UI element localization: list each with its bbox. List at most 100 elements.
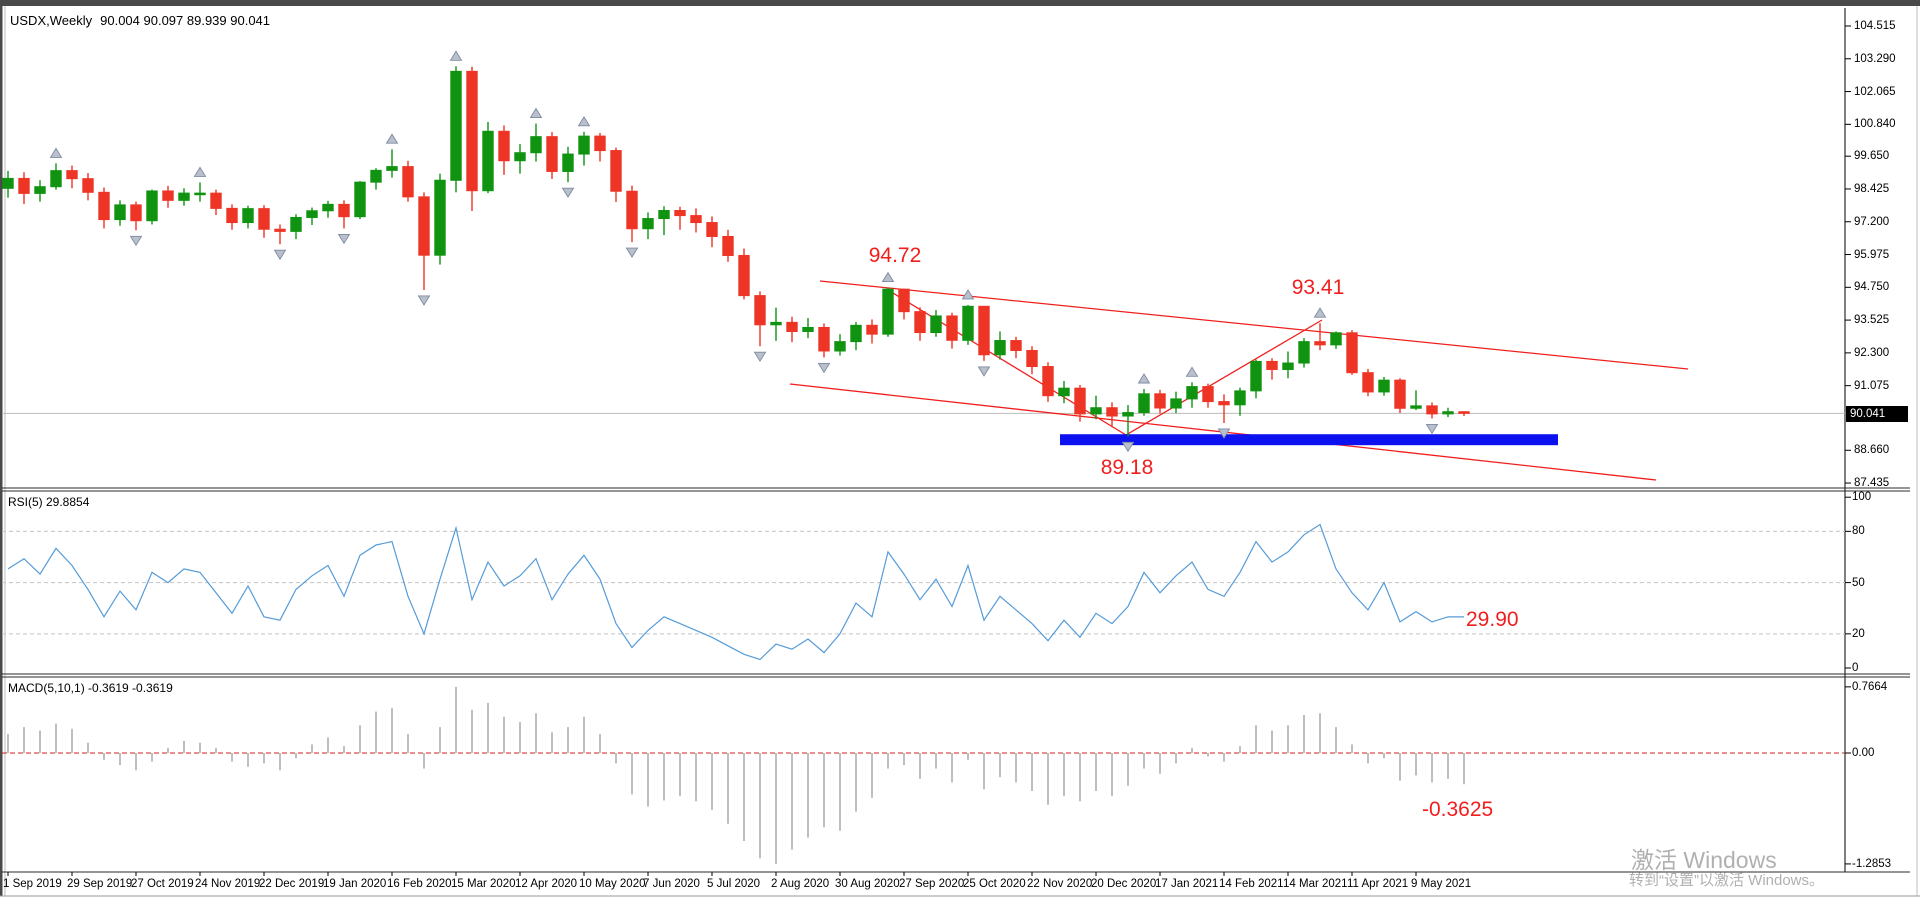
annotation-swing-low-89-18[interactable]: 89.18 — [1100, 456, 1154, 479]
candle-body — [690, 215, 702, 224]
candle-body — [1250, 360, 1262, 392]
candle-body — [1458, 411, 1470, 414]
candle-body — [994, 340, 1006, 356]
candle-body — [338, 203, 350, 218]
fractal-down-icon — [337, 233, 351, 245]
time-axis-label: 30 Aug 2020 — [835, 878, 900, 890]
time-axis-label: 15 Mar 2020 — [451, 878, 516, 890]
candle-body — [18, 177, 30, 194]
candle-body — [946, 315, 958, 341]
candle-body — [322, 203, 334, 212]
fractal-down-icon — [1217, 428, 1231, 439]
candle-body — [562, 153, 574, 172]
trend-line-zigzag-down[interactable] — [887, 289, 1127, 436]
fractal-up-icon — [385, 133, 399, 144]
annotation-swing-high-94-72[interactable]: 94.72 — [868, 244, 922, 267]
candle-body — [754, 295, 766, 326]
candle-body — [130, 204, 142, 222]
candle-body — [1394, 379, 1406, 409]
time-axis-label: 5 Jul 2020 — [707, 878, 761, 890]
candle-body — [162, 190, 174, 201]
candle-body — [306, 210, 318, 218]
fractal-up-icon — [449, 50, 463, 61]
candle-body — [818, 326, 830, 352]
price-axis-label: 95.975 — [1854, 248, 1890, 261]
rsi-scale-label: 100 — [1852, 491, 1872, 504]
candle-body — [834, 341, 846, 352]
macd-scale-label: 0.00 — [1852, 747, 1875, 759]
window-top-edge — [0, 0, 1920, 6]
time-axis-label: 12 Apr 2020 — [515, 878, 578, 890]
candle-body — [1298, 341, 1310, 364]
time-axis-label: 10 May 2020 — [579, 878, 646, 890]
ohlc-values: 90.004 90.097 89.939 90.041 — [100, 13, 271, 28]
candle-body — [290, 216, 302, 232]
candle-body — [706, 222, 718, 237]
rsi-line — [7, 523, 1465, 661]
price-axis-label: 99.650 — [1854, 150, 1890, 163]
candle-body — [370, 169, 382, 183]
fractal-down-icon — [273, 249, 287, 261]
candle-body — [1218, 401, 1230, 406]
fractal-down-icon — [753, 351, 767, 363]
price-axis-label: 104.515 — [1854, 20, 1896, 32]
candle-body — [1106, 407, 1118, 417]
candle-body — [594, 135, 606, 152]
candle-body — [1074, 387, 1086, 415]
time-axis-label: 11 Apr 2021 — [1347, 878, 1409, 890]
candle-body — [226, 207, 238, 224]
time-axis-label: 22 Nov 2020 — [1027, 878, 1093, 890]
time-axis-label: 27 Oct 2019 — [131, 878, 194, 890]
candle-body — [546, 136, 558, 172]
fractal-down-icon — [417, 295, 431, 306]
macd-scale-label: -1.2853 — [1852, 857, 1892, 870]
support-zone[interactable] — [1060, 434, 1558, 446]
time-axis-label: 22 Dec 2019 — [259, 878, 325, 890]
annotation-rsi-value[interactable]: 29.90 — [1466, 608, 1519, 631]
annotation-macd-value[interactable]: -0.3625 — [1422, 798, 1494, 821]
annotation-swing-high-93-41[interactable]: 93.41 — [1291, 276, 1345, 299]
price-axis-label: 97.200 — [1854, 215, 1890, 228]
candle-body — [1154, 393, 1166, 409]
time-axis-label: 17 Jan 2021 — [1155, 878, 1219, 890]
candle-body — [450, 70, 462, 181]
rsi-indicator-label: RSI(5) 29.8854 — [8, 495, 90, 509]
fractal-up-icon — [529, 107, 543, 118]
candle-body — [610, 150, 622, 192]
fractal-down-icon — [1425, 423, 1439, 435]
fractal-up-icon — [1137, 373, 1151, 384]
fractal-up-icon — [961, 289, 975, 300]
time-axis-label: 7 Jun 2020 — [643, 878, 700, 890]
rsi-scale-label: 50 — [1852, 576, 1865, 589]
candle-body — [1138, 393, 1150, 414]
candle-body — [1170, 398, 1182, 409]
candle-body — [242, 208, 254, 224]
time-axis-label: 2 Aug 2020 — [771, 878, 830, 890]
macd-scale-label: 0.7664 — [1852, 680, 1888, 693]
price-axis-label: 88.660 — [1854, 444, 1890, 457]
candle-body — [1042, 366, 1054, 397]
candle-body — [674, 210, 686, 217]
candle-body — [434, 179, 446, 256]
current-price-tag: 90.041 — [1846, 406, 1908, 422]
candle-body — [66, 170, 78, 180]
rsi-scale-label: 80 — [1852, 525, 1865, 538]
candle-body — [850, 324, 862, 343]
trend-line-zigzag-up[interactable] — [1125, 319, 1323, 436]
time-axis-label: 27 Sep 2020 — [899, 878, 965, 890]
time-axis-label: 14 Feb 2021 — [1219, 878, 1284, 890]
candle-body — [866, 324, 878, 335]
fractal-up-icon — [1185, 366, 1199, 377]
candle-body — [914, 311, 926, 334]
candle-body — [386, 166, 398, 171]
candle-body — [1234, 390, 1246, 406]
price-axis-label: 100.840 — [1854, 118, 1896, 131]
rsi-scale-label: 0 — [1852, 662, 1859, 674]
price-axis-label: 94.750 — [1854, 281, 1890, 294]
candle-body — [1026, 349, 1038, 368]
fractal-up-icon — [193, 166, 207, 177]
time-axis-label: 16 Feb 2020 — [387, 878, 452, 890]
candle-body — [1442, 411, 1454, 415]
time-axis-label: 14 Mar 2021 — [1283, 878, 1348, 890]
